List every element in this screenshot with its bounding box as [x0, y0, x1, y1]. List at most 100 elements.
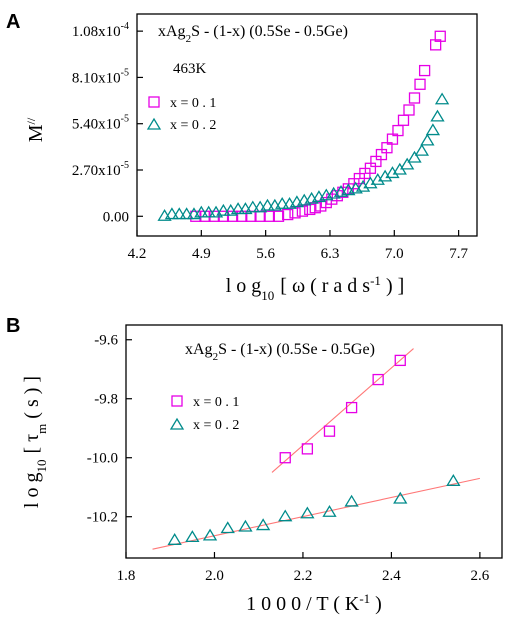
data-point-square — [263, 210, 275, 222]
panel-b-y-axis-label: l o g10[ τm( s ) ] — [21, 376, 49, 508]
data-point-triangle — [238, 519, 253, 532]
y-tick-label: 1.08x10-4 — [72, 21, 129, 40]
data-point-square — [372, 373, 384, 386]
data-point-square — [236, 210, 248, 222]
x-tick-label: 1.8 — [117, 568, 136, 584]
data-point-square — [323, 425, 336, 437]
legend-label-x01: x = 0 . 1 — [193, 395, 239, 410]
data-point-triangle — [322, 505, 337, 517]
legend-triangle-marker — [146, 117, 162, 130]
data-point-triangle — [425, 123, 441, 136]
y-tick-label: -9.6 — [94, 333, 118, 349]
data-point-triangle — [185, 530, 200, 543]
data-point-square — [282, 208, 294, 221]
y-tick-label: -10.0 — [87, 451, 118, 467]
legend-label-x02: x = 0 . 2 — [170, 118, 216, 133]
y-tick-label: 8.10x10-5 — [72, 67, 129, 86]
panel-a-title: xAg2S - (1-x) (0.5Se - 0.5Ge) — [158, 23, 348, 45]
panel-b-title: xAg2S - (1-x) (0.5Se - 0.5Ge) — [185, 341, 375, 363]
data-point-square — [345, 401, 358, 414]
data-point-triangle — [275, 197, 290, 209]
y-tick-label: 0.00 — [103, 209, 129, 225]
data-point-triangle — [216, 203, 231, 216]
x-tick-label: 4.9 — [192, 246, 211, 262]
panel-b-x-axis-label: 1 0 0 0 / T ( K-1) — [246, 591, 382, 616]
data-point-square — [408, 92, 421, 104]
panel-a-letter: A — [6, 11, 20, 33]
data-point-triangle — [414, 143, 430, 156]
data-point-triangle — [202, 528, 218, 541]
data-point-triangle — [220, 521, 235, 534]
legend-square-marker — [171, 395, 183, 407]
panel-a-temperature: 463K — [173, 61, 207, 77]
data-point-triangle — [230, 202, 246, 215]
data-point-triangle — [344, 494, 359, 507]
panel-a-x-ticks: 4.2 4.9 5.6 6.3 7.0 7.7 — [128, 230, 468, 262]
data-point-triangle — [245, 200, 260, 213]
data-point-square — [272, 210, 285, 222]
data-point-triangle — [300, 506, 315, 519]
data-point-triangle — [420, 133, 435, 146]
y-tick-label: 5.40x10-5 — [72, 114, 129, 133]
x-tick-label: 2.2 — [294, 568, 313, 584]
x-tick-label: 7.7 — [449, 246, 468, 262]
data-point-square — [434, 30, 446, 42]
data-point-triangle — [167, 533, 182, 545]
data-point-triangle — [407, 150, 422, 163]
y-tick-label: -9.8 — [94, 392, 118, 408]
panel-a-x-axis-label: l o g10[ ω ( r a d s-1) ] — [226, 273, 405, 303]
legend-square-marker — [148, 96, 160, 108]
panel-a-y-ticks: 0.00 2.70x10-5 5.40x10-5 8.10x10-5 1.08x10-4 — [72, 21, 143, 225]
data-point-triangle — [260, 198, 275, 211]
data-point-triangle — [172, 207, 187, 220]
data-point-triangle — [430, 109, 445, 122]
data-point-square — [403, 104, 415, 116]
legend-label-x02: x = 0 . 2 — [193, 418, 239, 433]
data-point-triangle — [179, 207, 194, 220]
x-tick-label: 2.6 — [471, 568, 490, 584]
data-point-triangle — [201, 205, 216, 218]
data-point-triangle — [434, 92, 450, 105]
panel-a: A 0.00 2.70x10-5 5.40x10-5 8.10x10-5 1.08x10… — [6, 11, 478, 303]
data-point-triangle — [255, 518, 271, 531]
data-point-triangle — [446, 474, 461, 486]
x-tick-label: 2.4 — [382, 568, 401, 584]
data-point-square — [301, 443, 314, 455]
panel-b-letter: B — [6, 315, 20, 337]
panel-b-frame — [125, 324, 503, 559]
x-tick-label: 6.3 — [321, 246, 340, 262]
fit-line — [271, 348, 414, 473]
panel-b-y-ticks: -10.2 -10.0 -9.8 -9.6 — [87, 333, 132, 526]
x-tick-label: 2.0 — [205, 568, 224, 584]
data-point-triangle — [194, 205, 209, 218]
legend-triangle-marker — [169, 417, 185, 430]
x-tick-label: 5.6 — [256, 246, 275, 262]
panel-a-legend: x = 0 . 1 x = 0 . 2 — [146, 96, 216, 133]
data-point-square — [418, 64, 431, 77]
y-tick-label: 2.70x10-5 — [72, 160, 129, 179]
data-point-triangle — [400, 157, 415, 170]
panel-b-markers — [167, 354, 461, 545]
panel-a-frame — [136, 13, 478, 237]
data-point-square — [397, 114, 410, 126]
data-point-square — [226, 210, 239, 222]
data-point-triangle — [164, 207, 180, 220]
data-point-triangle — [278, 509, 293, 522]
data-point-square — [279, 452, 291, 464]
x-tick-label: 7.0 — [385, 246, 404, 262]
y-tick-label: -10.2 — [87, 510, 118, 526]
data-point-square — [394, 354, 406, 367]
panel-a-y-axis-label: M// — [24, 117, 47, 142]
panel-a-markers — [157, 30, 450, 222]
panel-b-x-ticks: 1.8 2.0 2.2 2.4 2.6 — [117, 552, 490, 584]
x-tick-label: 4.2 — [128, 246, 147, 262]
data-point-triangle — [393, 491, 408, 504]
panel-b-fit-lines — [152, 348, 480, 550]
legend-label-x01: x = 0 . 1 — [170, 96, 216, 111]
data-point-square — [254, 210, 266, 222]
data-point-square — [414, 78, 426, 90]
panel-b: B -10.2 -10.0 -9.8 -9.6 1.8 2.0 2.2 2.4 2.6 xAg… — [6, 315, 503, 616]
panel-b-legend: x = 0 . 1 x = 0 . 2 — [169, 395, 239, 433]
fit-line — [152, 477, 480, 550]
